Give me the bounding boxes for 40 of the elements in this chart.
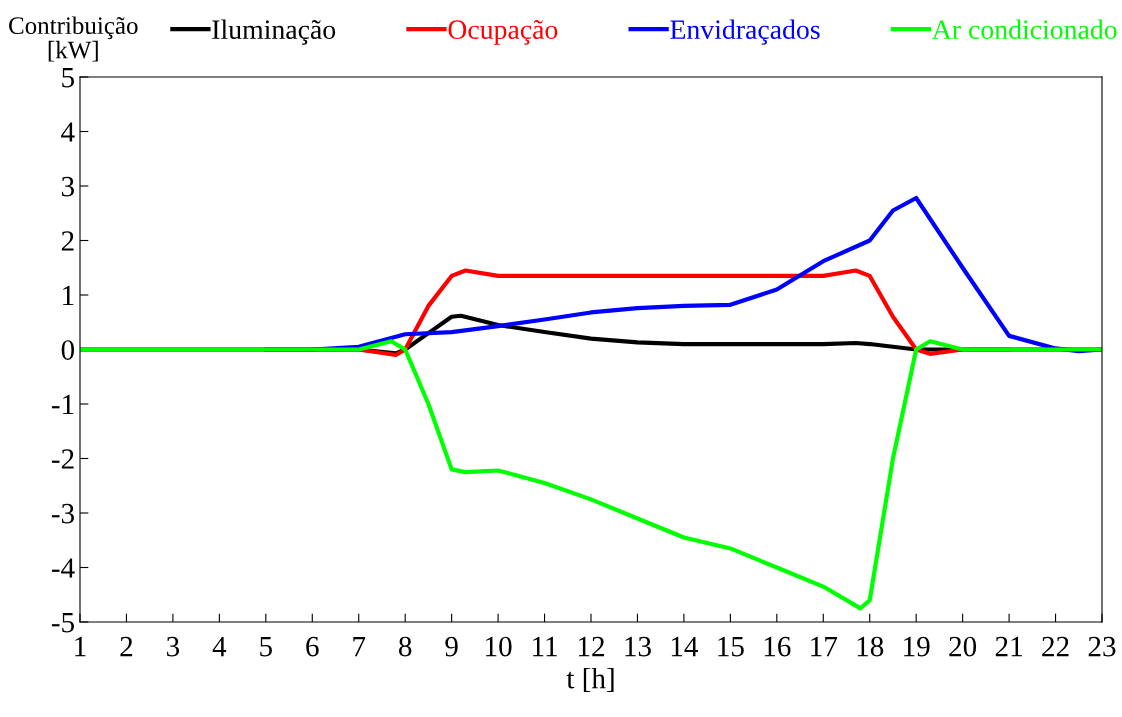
y-tick-label: -4 (51, 558, 75, 578)
x-tick-label: 9 (445, 636, 458, 657)
y-tick-label: -3 (51, 503, 74, 524)
y-axis-title: Contribuição [kW] (9, 16, 138, 62)
y-tick-label: 5 (62, 68, 74, 88)
x-tick-label: 23 (1088, 636, 1116, 657)
x-tick-label: 14 (671, 636, 699, 657)
y-tick-label: 2 (61, 231, 74, 251)
legend-label: Envidraçados (670, 19, 820, 45)
legend-label: Ar condicionado (932, 19, 1117, 40)
x-tick-label: 2 (120, 636, 133, 657)
x-tick-label: 18 (857, 636, 884, 657)
x-tick-label: 8 (399, 636, 412, 657)
x-tick-label: 21 (995, 636, 1022, 657)
y-tick-label: 3 (61, 176, 74, 197)
x-tick-label: 16 (764, 636, 791, 657)
x-axis-title: t [h] (566, 667, 614, 693)
y-tick-label: 4 (61, 122, 75, 142)
y-tick-label: 1 (63, 285, 74, 306)
y-tick-label: -1 (51, 394, 74, 415)
x-tick-label: 10 (486, 636, 512, 657)
line-series (80, 339, 1102, 611)
y-tick-label: -2 (51, 449, 74, 469)
x-tick-label: 13 (625, 636, 651, 657)
x-tick-label: 4 (212, 636, 227, 657)
legend-label: Iluminação (212, 19, 336, 45)
x-tick-label: 12 (578, 636, 604, 657)
x-tick-label: 19 (904, 636, 930, 657)
x-tick-label: 22 (1042, 636, 1069, 657)
x-tick-label: 5 (260, 637, 272, 657)
x-tick-label: 3 (167, 636, 180, 657)
y-tick-label: -5 (51, 613, 74, 633)
legend-label: Ocupação (448, 20, 558, 45)
y-tick-label: 0 (61, 340, 75, 360)
x-tick-label: 11 (533, 636, 557, 657)
x-tick-label: 6 (306, 636, 319, 657)
x-tick-label: 15 (718, 636, 744, 657)
x-tick-label: 17 (811, 636, 838, 657)
x-tick-label: 20 (949, 636, 977, 657)
x-tick-label: 7 (353, 637, 366, 657)
